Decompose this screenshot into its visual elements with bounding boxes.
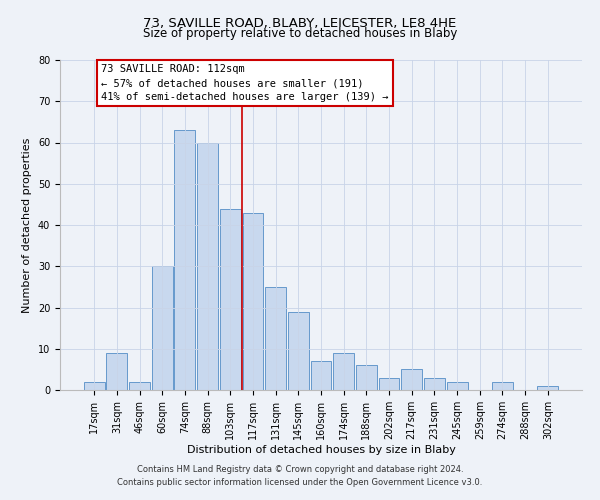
Bar: [175, 130, 196, 390]
Bar: [220, 208, 241, 390]
Bar: [333, 353, 354, 390]
X-axis label: Distribution of detached houses by size in Blaby: Distribution of detached houses by size …: [187, 444, 455, 454]
Bar: [379, 378, 400, 390]
Bar: [311, 361, 331, 390]
Bar: [242, 212, 263, 390]
Bar: [84, 382, 104, 390]
Text: Size of property relative to detached houses in Blaby: Size of property relative to detached ho…: [143, 28, 457, 40]
Bar: [265, 287, 286, 390]
Text: Contains public sector information licensed under the Open Government Licence v3: Contains public sector information licen…: [118, 478, 482, 487]
Bar: [106, 353, 127, 390]
Text: 73 SAVILLE ROAD: 112sqm
← 57% of detached houses are smaller (191)
41% of semi-d: 73 SAVILLE ROAD: 112sqm ← 57% of detache…: [101, 64, 388, 102]
Bar: [288, 312, 309, 390]
Bar: [538, 386, 558, 390]
Bar: [424, 378, 445, 390]
Bar: [129, 382, 150, 390]
Text: 73, SAVILLE ROAD, BLABY, LEICESTER, LE8 4HE: 73, SAVILLE ROAD, BLABY, LEICESTER, LE8 …: [143, 18, 457, 30]
Y-axis label: Number of detached properties: Number of detached properties: [22, 138, 32, 312]
Bar: [356, 365, 377, 390]
Text: Contains HM Land Registry data © Crown copyright and database right 2024.: Contains HM Land Registry data © Crown c…: [137, 466, 463, 474]
Bar: [446, 382, 467, 390]
Bar: [152, 266, 173, 390]
Bar: [401, 370, 422, 390]
Bar: [197, 142, 218, 390]
Bar: [492, 382, 513, 390]
